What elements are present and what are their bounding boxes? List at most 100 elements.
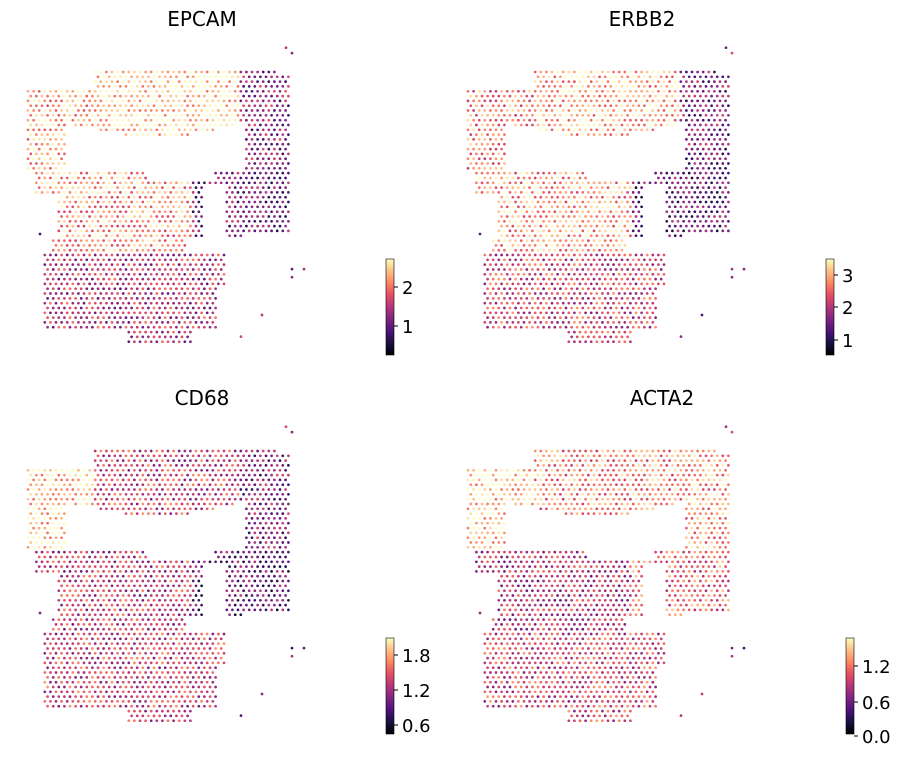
spot <box>542 248 545 252</box>
spot <box>152 200 156 204</box>
spot <box>645 272 649 276</box>
spot <box>65 244 69 247</box>
spot <box>500 128 503 132</box>
spot <box>587 306 590 310</box>
spot <box>96 483 100 487</box>
spot <box>121 565 125 568</box>
spot <box>575 297 579 300</box>
spot <box>603 239 607 242</box>
spot <box>536 316 540 319</box>
spot <box>40 512 44 515</box>
spot <box>273 128 276 132</box>
spot <box>640 195 643 199</box>
spot <box>721 85 725 88</box>
spot <box>57 483 61 487</box>
spot <box>194 109 198 112</box>
spot <box>65 224 69 228</box>
spot <box>505 301 509 305</box>
spot <box>116 282 119 286</box>
spot <box>592 229 596 233</box>
spot <box>177 99 181 103</box>
spot <box>704 162 708 165</box>
spot <box>584 263 587 266</box>
spot <box>91 550 94 554</box>
spot <box>166 263 170 266</box>
spot <box>623 321 627 324</box>
spot <box>539 244 543 247</box>
spot <box>163 464 167 467</box>
spot <box>556 224 559 228</box>
spot <box>163 306 167 310</box>
spot <box>508 316 512 319</box>
spot <box>68 219 72 223</box>
spot <box>208 104 212 108</box>
spot <box>247 85 251 88</box>
spot <box>701 157 705 161</box>
spot <box>49 282 52 286</box>
spot <box>96 579 100 583</box>
spot <box>197 502 201 506</box>
spot <box>578 224 582 228</box>
spot <box>211 282 215 286</box>
spot <box>147 579 150 583</box>
spot <box>133 292 136 295</box>
spot <box>124 618 128 621</box>
spot <box>166 574 170 578</box>
spot <box>609 306 613 310</box>
spot <box>194 603 198 607</box>
spot <box>556 70 559 74</box>
spot <box>110 263 114 266</box>
spot <box>88 555 91 559</box>
spot <box>601 205 604 209</box>
spot <box>219 113 223 117</box>
spot <box>522 186 526 189</box>
spot <box>147 104 150 108</box>
spot <box>264 550 268 554</box>
spot <box>149 263 153 266</box>
spot <box>172 468 175 472</box>
spot <box>32 507 35 511</box>
spot <box>127 215 131 218</box>
spot <box>183 99 187 103</box>
spot <box>127 70 131 74</box>
spot <box>63 598 66 602</box>
spot <box>528 109 531 112</box>
spot <box>79 297 83 300</box>
spot <box>685 224 688 228</box>
spot <box>233 594 237 597</box>
spot <box>79 210 83 214</box>
spot <box>127 89 131 93</box>
spot <box>626 297 629 300</box>
spot <box>659 75 663 79</box>
spot <box>130 123 133 127</box>
spot <box>592 75 596 79</box>
spot <box>96 473 100 477</box>
spot <box>91 570 94 573</box>
spot <box>99 497 103 501</box>
spot <box>119 268 122 271</box>
spot <box>261 584 265 588</box>
spot <box>545 118 548 122</box>
spot <box>116 311 119 315</box>
spot <box>189 205 192 209</box>
spot <box>135 171 139 175</box>
spot <box>113 589 117 593</box>
spot <box>245 488 248 491</box>
spot <box>547 306 551 310</box>
spot <box>169 113 173 117</box>
spot <box>40 113 44 117</box>
spot <box>138 613 142 617</box>
spot <box>542 113 545 117</box>
spot <box>65 176 69 180</box>
spot <box>197 306 201 310</box>
spot <box>35 502 38 506</box>
spot <box>242 85 245 88</box>
spot <box>236 104 240 108</box>
spot <box>256 166 259 170</box>
spot <box>486 306 489 310</box>
spot <box>247 512 251 515</box>
spot <box>601 195 604 199</box>
spot <box>623 99 627 103</box>
spot <box>696 147 699 151</box>
spot <box>273 195 276 199</box>
